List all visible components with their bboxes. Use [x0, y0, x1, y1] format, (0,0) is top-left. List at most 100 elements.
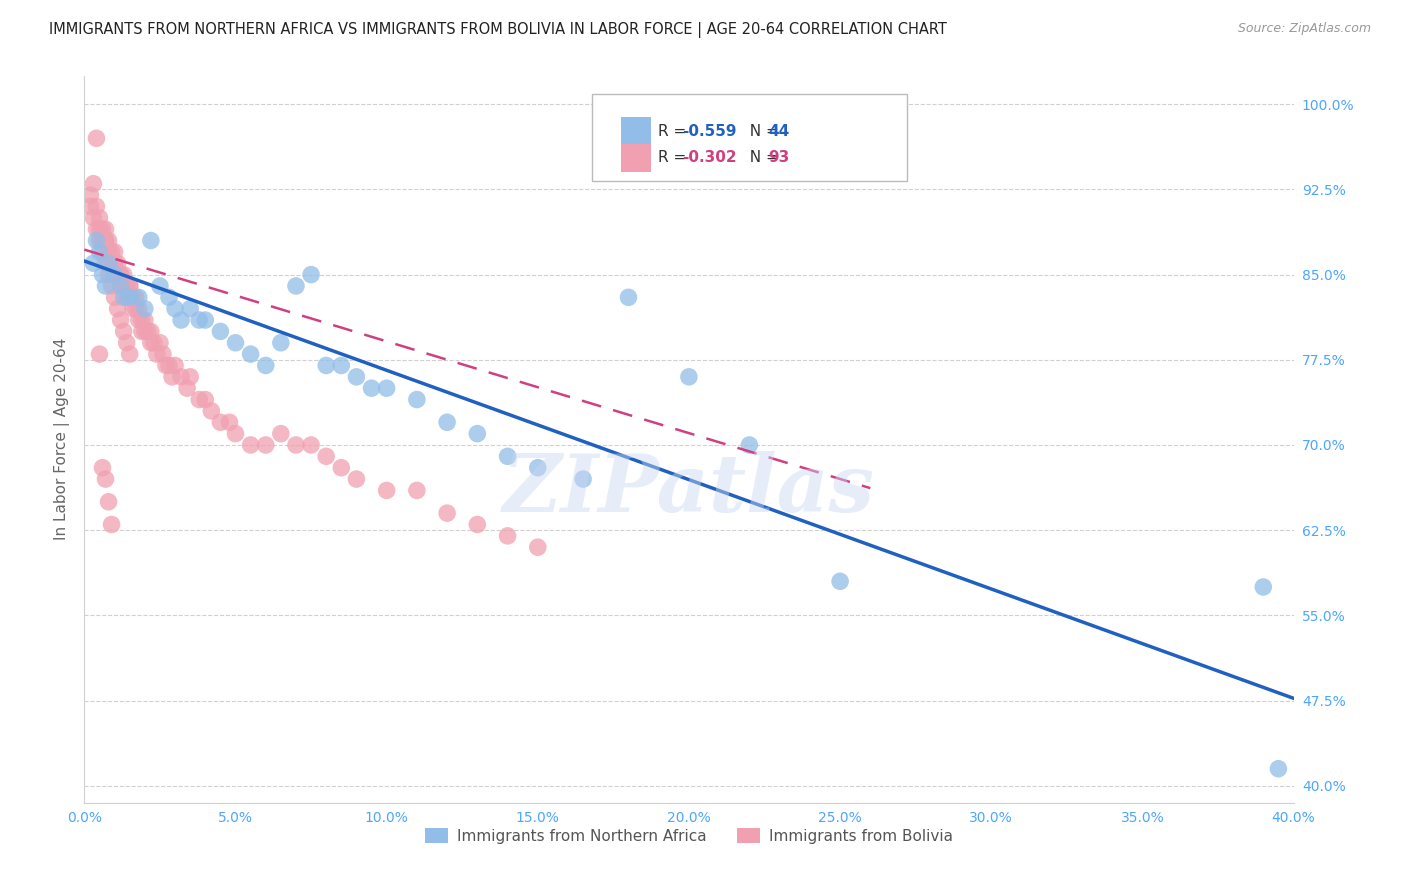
Point: [86, 131, 108, 145]
Point: [406, 483, 429, 498]
Point: [91, 234, 114, 248]
Point: [82, 177, 104, 191]
Point: [131, 313, 153, 327]
Point: [125, 301, 148, 316]
Text: 44: 44: [769, 124, 790, 138]
Point: [91, 460, 114, 475]
Point: [89, 347, 111, 361]
Point: [128, 290, 150, 304]
Point: [89, 222, 111, 236]
Point: [285, 438, 308, 452]
Point: [527, 540, 550, 554]
Point: [94, 256, 117, 270]
Point: [97, 268, 120, 282]
Point: [86, 234, 108, 248]
Point: [375, 483, 398, 498]
Point: [112, 279, 135, 293]
Point: [170, 313, 193, 327]
Point: [110, 313, 132, 327]
Point: [200, 404, 222, 418]
Point: [139, 335, 162, 350]
Point: [152, 347, 174, 361]
Point: [118, 279, 141, 293]
Point: [97, 234, 120, 248]
Point: [1267, 762, 1289, 776]
Point: [115, 279, 138, 293]
Point: [496, 529, 519, 543]
Point: [139, 325, 162, 339]
Point: [104, 244, 127, 259]
Point: [89, 211, 111, 225]
Text: ZIPatlas: ZIPatlas: [503, 451, 875, 529]
Point: [157, 359, 180, 373]
Point: [346, 369, 368, 384]
Point: [496, 450, 519, 464]
Point: [194, 313, 217, 327]
Point: [209, 415, 232, 429]
Point: [270, 426, 292, 441]
Text: Source: ZipAtlas.com: Source: ZipAtlas.com: [1237, 22, 1371, 36]
Point: [315, 450, 337, 464]
Point: [131, 325, 153, 339]
Point: [678, 369, 700, 384]
Point: [179, 369, 201, 384]
Point: [107, 268, 129, 282]
Point: [110, 268, 132, 282]
Point: [270, 335, 292, 350]
Point: [299, 438, 322, 452]
Point: [299, 268, 322, 282]
Point: [170, 369, 193, 384]
Point: [149, 279, 172, 293]
Point: [830, 574, 852, 589]
Point: [254, 438, 277, 452]
Point: [94, 472, 117, 486]
Point: [218, 415, 240, 429]
Point: [225, 335, 247, 350]
Point: [134, 301, 156, 316]
Point: [125, 290, 148, 304]
Point: [107, 256, 129, 270]
Point: [436, 506, 458, 520]
Point: [315, 359, 337, 373]
Legend: Immigrants from Northern Africa, Immigrants from Bolivia: Immigrants from Northern Africa, Immigra…: [419, 822, 959, 850]
Point: [118, 290, 141, 304]
Point: [118, 290, 141, 304]
Point: [134, 325, 156, 339]
Point: [254, 359, 277, 373]
Point: [118, 279, 141, 293]
Point: [112, 268, 135, 282]
Point: [86, 222, 108, 236]
Point: [97, 244, 120, 259]
Point: [467, 517, 489, 532]
Point: [142, 335, 165, 350]
Point: [89, 234, 111, 248]
Point: [146, 347, 169, 361]
Point: [157, 290, 180, 304]
Point: [110, 279, 132, 293]
Point: [436, 415, 458, 429]
Point: [86, 199, 108, 213]
Text: R =: R =: [658, 124, 690, 138]
Point: [738, 438, 761, 452]
Point: [572, 472, 595, 486]
Point: [100, 517, 122, 532]
Text: N =: N =: [740, 124, 783, 138]
Point: [346, 472, 368, 486]
Point: [91, 268, 114, 282]
Point: [94, 234, 117, 248]
Point: [330, 359, 353, 373]
Point: [94, 234, 117, 248]
Point: [1253, 580, 1275, 594]
Point: [375, 381, 398, 395]
Y-axis label: In Labor Force | Age 20-64: In Labor Force | Age 20-64: [55, 338, 70, 541]
Point: [617, 290, 640, 304]
Point: [165, 359, 187, 373]
Point: [110, 279, 132, 293]
Point: [149, 335, 172, 350]
Point: [97, 495, 120, 509]
FancyBboxPatch shape: [621, 145, 651, 172]
Point: [91, 222, 114, 236]
FancyBboxPatch shape: [592, 94, 907, 181]
Point: [155, 359, 177, 373]
Point: [112, 290, 135, 304]
